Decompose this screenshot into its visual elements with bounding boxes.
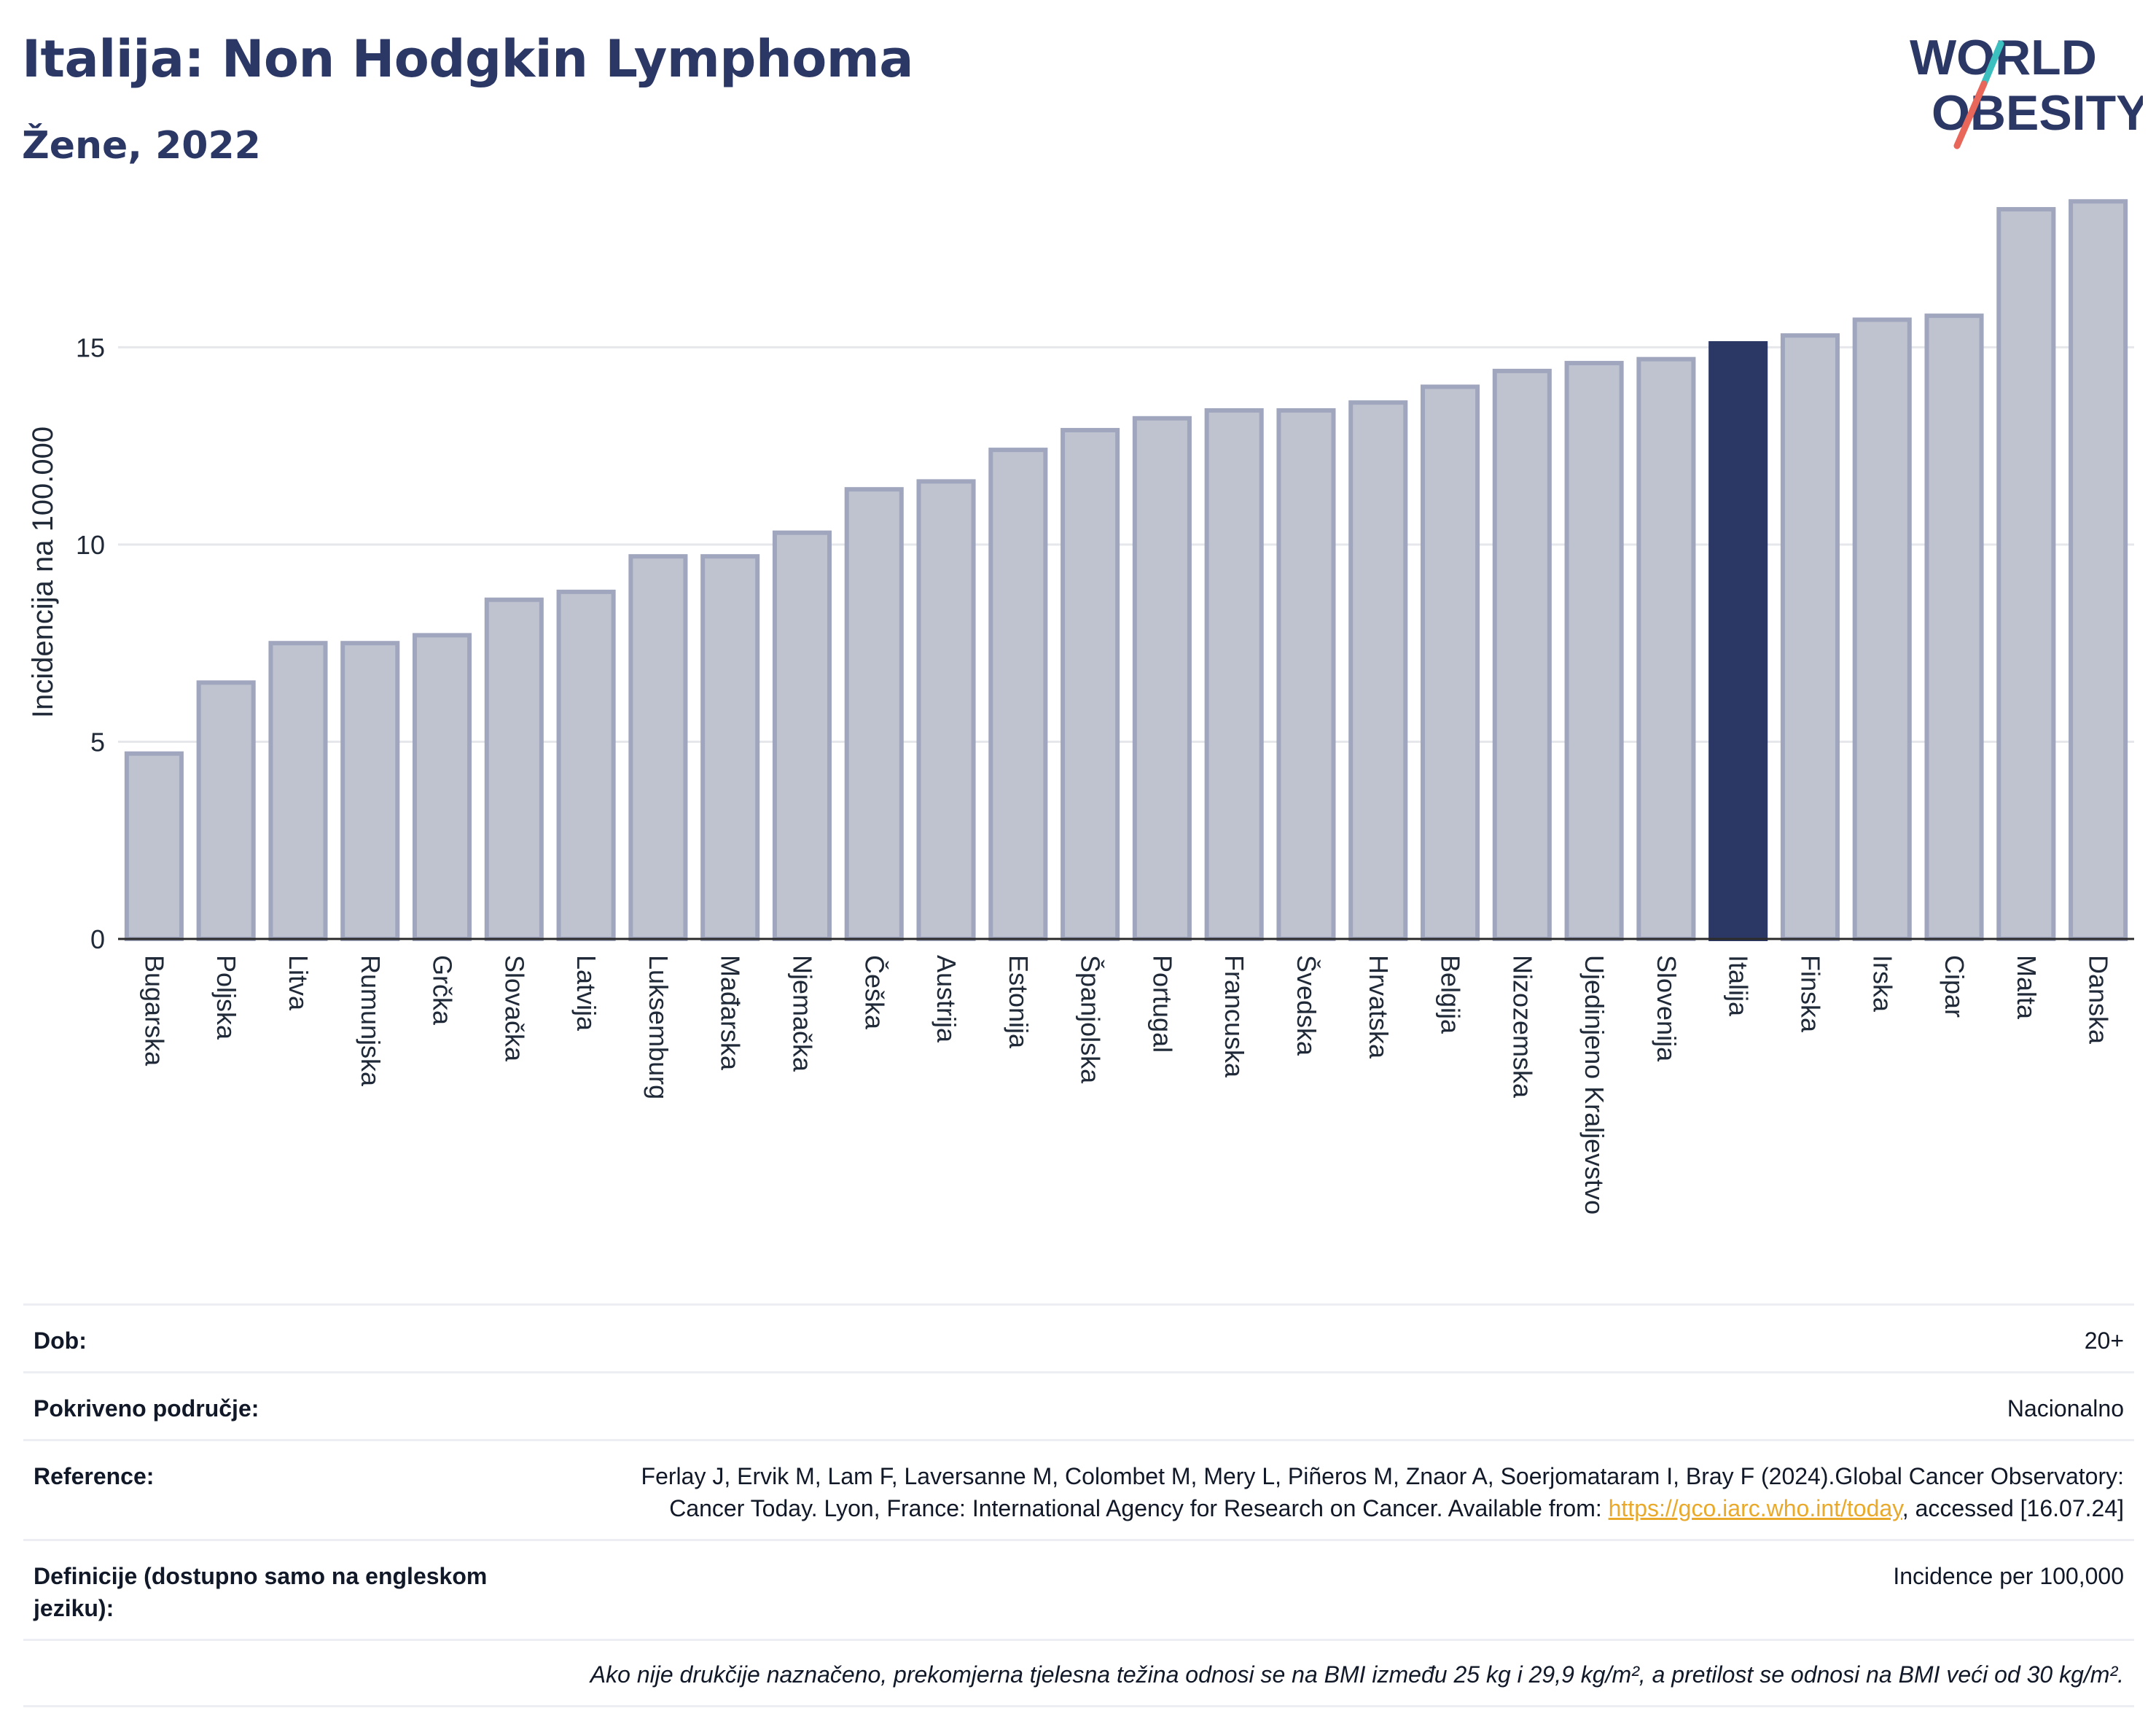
bar-estonija	[988, 448, 1048, 941]
reference-text: Ferlay J, Ervik M, Lam F, Laversanne M, …	[641, 1463, 2124, 1521]
y-tick-labels: 0 5 10 15	[76, 332, 105, 954]
y-tick-label: 0	[90, 924, 105, 954]
meta-label-age: Dob:	[34, 1327, 87, 1354]
bar-španjolska	[1061, 428, 1120, 941]
x-tick-label: Grčka	[428, 955, 458, 1026]
x-tick-label: Portugal	[1147, 955, 1177, 1053]
x-tick-label: Francuska	[1219, 955, 1249, 1078]
y-tick-label: 5	[90, 727, 105, 757]
bar-francuska	[1204, 408, 1264, 941]
meta-label-coverage: Pokriveno područje:	[34, 1395, 259, 1422]
x-tick-label: Rumunjska	[356, 955, 386, 1087]
x-tick-label: Ujedinjeno Kraljevstvo	[1579, 955, 1609, 1214]
x-tick-label: Bugarska	[139, 955, 169, 1067]
x-tick-label: Belgija	[1436, 955, 1466, 1034]
bar-finska	[1780, 333, 1840, 942]
bar-njemačka	[772, 530, 832, 941]
x-tick-label: Malta	[2012, 955, 2042, 1020]
chart-title: Italija: Non Hodgkin Lymphoma	[22, 29, 913, 89]
meta-row-reference: Reference: Ferlay J, Ervik M, Lam F, Lav…	[23, 1439, 2134, 1539]
world-obesity-logo: WORLD OBESITY	[1910, 30, 2143, 149]
meta-label-definition: Definicije (dostupno samo na engleskom j…	[34, 1563, 488, 1621]
bar-grčka	[412, 633, 472, 941]
bar-slovačka	[484, 597, 544, 942]
x-tick-label: Njemačka	[787, 955, 817, 1072]
bar-cipar	[1924, 313, 1984, 941]
meta-row-definition: Definicije (dostupno samo na engleskom j…	[23, 1539, 2134, 1639]
bar-austrija	[916, 479, 976, 941]
y-tick-label: 15	[76, 332, 105, 362]
meta-value-age: 20+	[2084, 1327, 2124, 1354]
meta-value-coverage: Nacionalno	[2007, 1395, 2124, 1422]
x-tick-label: Hrvatska	[1364, 955, 1394, 1059]
x-tick-label: Cipar	[1940, 955, 1969, 1018]
bar-švedska	[1276, 408, 1336, 941]
bar-danska	[2069, 199, 2128, 941]
x-tick-label: Latvija	[571, 955, 601, 1032]
bar-nizozemska	[1492, 368, 1552, 941]
chart-subtitle: Žene, 2022	[22, 124, 261, 168]
bars	[118, 199, 2134, 942]
bar-litva	[268, 641, 328, 941]
y-tick-label: 10	[76, 530, 105, 560]
bar-italija	[1708, 341, 1768, 942]
x-tick-label: Estonija	[1004, 955, 1034, 1049]
x-tick-label: Austrija	[931, 955, 961, 1043]
meta-value-reference: Ferlay J, Ervik M, Lam F, Laversanne M, …	[587, 1460, 2124, 1524]
bar-ujedinjeno-kraljevstvo	[1564, 361, 1624, 941]
bar-slovenija	[1636, 356, 1696, 941]
x-tick-label: Mađarska	[716, 955, 746, 1071]
metadata-table: Dob: 20+ Pokriveno područje: Nacionalno …	[23, 1303, 2134, 1707]
x-tick-label: Litva	[284, 955, 313, 1011]
bar-belgija	[1420, 384, 1480, 941]
x-tick-label: Poljska	[211, 955, 241, 1040]
logo-line-1: WORLD	[1910, 30, 2097, 85]
meta-label-reference: Reference:	[34, 1463, 155, 1489]
bmi-note: Ako nije drukčije naznačeno, prekomjerna…	[23, 1639, 2134, 1707]
reference-link[interactable]: https://gco.iarc.who.int/today	[1608, 1495, 1902, 1521]
bar-bugarska	[124, 751, 184, 942]
meta-row-coverage: Pokriveno područje: Nacionalno	[23, 1371, 2134, 1439]
bar-irska	[1852, 317, 1912, 941]
x-tick-label: Nizozemska	[1507, 955, 1537, 1099]
x-tick-label: Slovačka	[499, 955, 529, 1062]
reference-accessed: , accessed [16.07.24]	[1902, 1495, 2124, 1521]
x-tick-label: Španjolska	[1076, 955, 1106, 1084]
bar-chart: Bugarska Poljska Litva Rumunjska Grčka Slovač…	[27, 199, 2134, 1214]
logo-slash-red	[1953, 80, 1988, 149]
y-axis-label: Incidencija na 100.000	[27, 426, 59, 718]
logo-slash-teal	[1980, 40, 2004, 87]
x-tick-label: Finska	[1795, 955, 1825, 1033]
bar-latvija	[556, 589, 616, 941]
x-tick-label: Danska	[2084, 955, 2114, 1045]
bar-portugal	[1132, 416, 1192, 941]
bar-hrvatska	[1348, 400, 1408, 941]
bar-poljska	[196, 680, 256, 941]
bar-češka	[844, 487, 904, 941]
meta-row-age: Dob: 20+	[23, 1303, 2134, 1371]
bar-rumunjska	[340, 641, 400, 941]
x-tick-label: Slovenija	[1652, 955, 1682, 1062]
meta-value-definition: Incidence per 100,000	[1893, 1563, 2124, 1589]
x-tick-label: Švedska	[1292, 955, 1321, 1056]
x-tick-label: Češka	[859, 955, 889, 1030]
bar-malta	[1996, 207, 2056, 942]
x-tick-labels: Bugarska Poljska Litva Rumunjska Grčka Slovač…	[139, 955, 2113, 1214]
bar-luksemburg	[628, 554, 688, 941]
x-tick-label: Irska	[1867, 955, 1897, 1013]
x-tick-label: Italija	[1724, 955, 1754, 1017]
x-tick-label: Luksemburg	[644, 955, 673, 1099]
bar-mađarska	[700, 554, 760, 941]
